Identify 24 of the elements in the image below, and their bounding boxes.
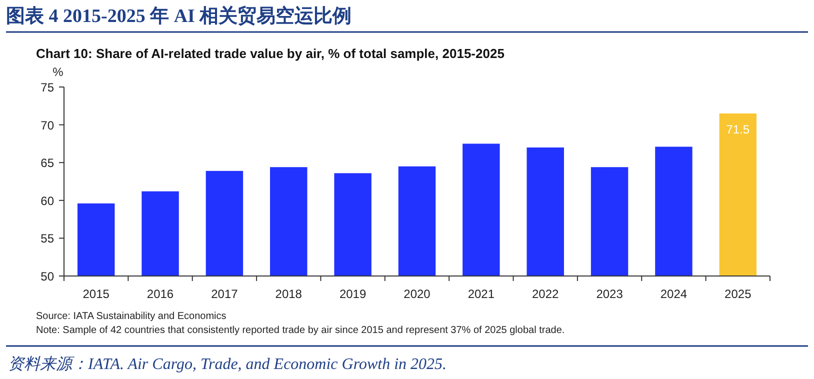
x-tick-label: 2025 xyxy=(724,287,752,301)
x-tick-label: 2023 xyxy=(596,287,624,301)
x-tick-label: 2021 xyxy=(468,287,495,301)
y-tick-label: 65 xyxy=(40,156,54,170)
x-tick-label: 2020 xyxy=(404,287,431,301)
x-tick-label: 2019 xyxy=(339,287,366,301)
y-axis-title: % xyxy=(52,65,64,79)
x-tick-label: 2024 xyxy=(660,287,688,301)
text: 资料来源：IATA. Air Cargo, Trade, and Economic Growth in 2025. xyxy=(8,355,447,373)
x-tick-label: 2016 xyxy=(146,287,174,301)
y-tick-label: 55 xyxy=(40,232,54,246)
chart-title: 图表 4 2015-2025 年 AI 相关贸易空运比例 xyxy=(6,5,352,27)
x-tick-label: 2015 xyxy=(82,287,110,301)
x-tick-label: 2018 xyxy=(275,287,302,301)
chart-subtitle: Chart 10: Share of AI-related trade value by air, % of total sample, 2015-2025 xyxy=(36,46,504,61)
x-tick-label: 2022 xyxy=(532,287,560,301)
data-label: 71.5 xyxy=(726,122,750,136)
source-note: Source: IATA Sustainability and Economics xyxy=(36,311,226,322)
y-tick-label: 75 xyxy=(40,80,54,94)
y-tick-label: 60 xyxy=(40,194,54,208)
text: Note: Sample of 42 countries that consistently reported trade by air since 2015 and represent 37% of 2025 global trade. xyxy=(36,325,565,336)
y-tick-label: 70 xyxy=(40,118,54,132)
y-tick-label: 50 xyxy=(40,270,54,284)
x-tick-label: 2017 xyxy=(211,287,238,301)
